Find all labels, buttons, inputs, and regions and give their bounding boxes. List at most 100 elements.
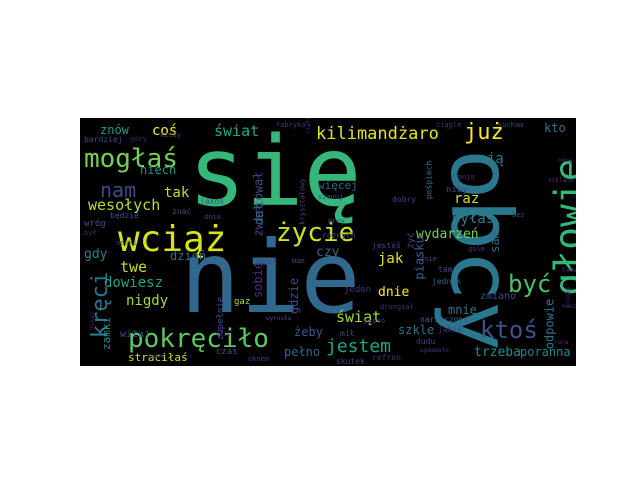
word: znów xyxy=(100,123,129,137)
word: więcej xyxy=(318,179,358,192)
word: zamki xyxy=(100,316,114,351)
word: trzeba xyxy=(474,345,521,360)
word: był xyxy=(84,229,97,237)
word: pełno xyxy=(284,345,321,359)
word: bardziej xyxy=(84,135,123,144)
word: zmiano xyxy=(480,291,517,302)
word: szklane xyxy=(548,177,574,184)
word: rana xyxy=(554,339,569,346)
word: bez xyxy=(512,211,525,219)
word: tam xyxy=(438,265,453,274)
word: nigdy xyxy=(126,293,169,309)
word-cloud-image: się nie obcy głowie wciąż mogłaś pokręci… xyxy=(80,118,576,366)
word: kto xyxy=(544,121,566,135)
word: żyć xyxy=(406,232,417,249)
word: twe xyxy=(120,258,148,276)
word: nauki xyxy=(116,239,138,247)
word: pośpiech xyxy=(424,160,434,200)
word: tak xyxy=(164,185,190,201)
word: moją xyxy=(470,151,504,167)
word: świat xyxy=(214,122,260,140)
word: wyrosła xyxy=(266,315,292,322)
word: dudu xyxy=(416,337,436,346)
word: skutek xyxy=(336,357,365,366)
word: moją xyxy=(458,173,475,181)
word: dobry xyxy=(392,195,417,204)
word: kilimandżaro xyxy=(316,124,439,144)
word: refren xyxy=(372,353,401,362)
word: nam xyxy=(100,178,137,202)
word: wróg xyxy=(84,219,106,229)
word: szkle xyxy=(398,323,435,337)
word: raz xyxy=(454,191,480,207)
word: jakiś xyxy=(438,325,463,334)
word: ciało xyxy=(305,118,313,135)
word: gdzie xyxy=(287,277,302,315)
word: świt xyxy=(256,257,278,267)
word: gaz xyxy=(234,297,251,307)
word: pokręciło xyxy=(128,324,269,354)
word: kocham xyxy=(498,121,524,129)
word: góry xyxy=(130,135,147,143)
word: ciągle xyxy=(436,121,462,129)
word: dnia xyxy=(204,213,221,221)
word: czas xyxy=(216,347,238,357)
word: drungiał xyxy=(380,303,414,311)
word: maszyn xyxy=(562,303,576,310)
word: kryształowy xyxy=(298,178,307,225)
word: narzeczona xyxy=(420,315,469,324)
word: sobie xyxy=(251,261,266,299)
word: mogłaś xyxy=(84,144,178,174)
word: zwariował xyxy=(251,171,266,237)
word: łatwo xyxy=(562,267,576,274)
word: żeby xyxy=(294,325,323,339)
word: jeden xyxy=(344,285,372,295)
word: się xyxy=(188,118,362,228)
word: jednak xyxy=(432,277,461,286)
word: Wam xyxy=(292,257,305,265)
word: sam xyxy=(487,231,502,253)
word: już xyxy=(464,120,504,145)
word: przy xyxy=(328,217,345,225)
word: być xyxy=(508,270,552,298)
word: niech xyxy=(140,163,177,177)
word: dokąd xyxy=(89,311,97,331)
word: dowiesz xyxy=(104,275,164,291)
word: dziś xyxy=(216,331,231,338)
word: wciąż xyxy=(118,219,227,260)
word: różnych xyxy=(322,231,356,240)
word: jak xyxy=(378,251,404,267)
word: fabryka xyxy=(276,121,306,129)
word: straciłaś xyxy=(128,351,188,364)
word: jakoś xyxy=(200,197,225,206)
word: mnie xyxy=(448,303,477,317)
word: wydarzeń xyxy=(416,227,479,242)
word: skoro xyxy=(364,317,386,325)
word: szanuj xyxy=(318,193,344,201)
word: kiedy xyxy=(160,131,182,139)
word: będzie xyxy=(110,211,139,220)
word: gole xyxy=(468,245,485,253)
word: poranna xyxy=(520,345,571,359)
word: wreszcie xyxy=(571,185,576,243)
word: życie xyxy=(276,218,355,248)
word: znać xyxy=(172,207,192,216)
word: dnie xyxy=(420,255,437,263)
word: jesteś xyxy=(372,241,401,250)
word: witaj xyxy=(120,329,151,340)
word: coś xyxy=(152,123,178,139)
word: świąt xyxy=(336,308,382,326)
word: jestem xyxy=(326,336,392,357)
word: ktoś xyxy=(480,316,538,344)
word: gdy xyxy=(84,247,108,262)
word: wydawało xyxy=(420,347,449,354)
word: czy xyxy=(316,245,340,260)
word: wesołych xyxy=(88,196,161,214)
word: oknem xyxy=(248,355,270,363)
word: nocy xyxy=(558,157,573,164)
word: byłaś xyxy=(452,211,495,227)
word: dnie xyxy=(378,285,410,300)
word: mił xyxy=(340,329,355,338)
word: dzień xyxy=(170,249,207,263)
word: niby xyxy=(446,185,468,195)
